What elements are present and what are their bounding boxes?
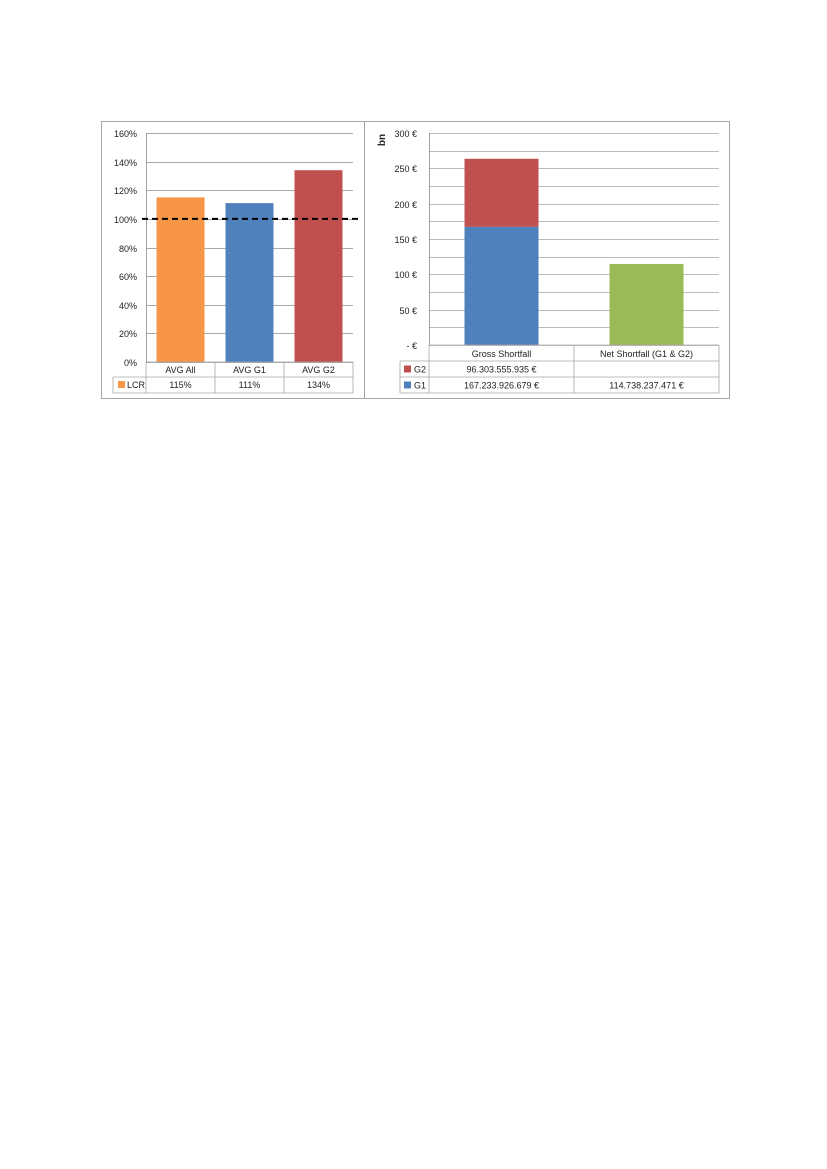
shortfall-value-label: 114.738.237.471 € [609,381,683,391]
shortfall-data-table: Gross Shortfall Net Shortfall (G1 & G2) G2… [399,344,720,394]
lcr-y-tick-label: 0% [124,358,137,368]
shortfall-y-tick-label: 300 € [394,129,417,139]
lcr-value-label: 134% [307,380,330,390]
shortfall-y-tick-label: 50 € [399,306,417,316]
lcr-legend-label: LCR [127,380,146,390]
lcr-bar [294,170,343,362]
shortfall-category-label: Gross Shortfall [472,349,532,359]
lcr-chart: 0% 20% 40% 60% 80% 100% 120% 140% 160% AVG All 11… [112,129,359,394]
shortfall-value-label: 96.303.555.935 € [466,365,536,375]
shortfall-category-label: Net Shortfall (G1 & G2) [600,349,693,359]
shortfall-y-axis-label: bn [377,134,388,146]
lcr-legend-swatch [118,381,125,388]
lcr-y-tick-label: 100% [114,215,137,225]
lcr-bar [156,197,205,362]
shortfall-legend-swatch [404,365,411,373]
lcr-value-label: 115% [169,380,191,390]
lcr-y-tick-label: 160% [114,129,137,139]
lcr-category-label: AVG All [165,365,195,375]
lcr-y-tick-label: 60% [119,272,137,282]
lcr-y-tick-label: 20% [119,329,137,339]
gross-shortfall-g2-bar [464,158,539,227]
shortfall-value-label: 167.233.926.679 € [464,381,539,391]
gross-shortfall-g1-bar [464,226,539,345]
shortfall-legend-label: G1 [414,381,426,391]
lcr-category-label: AVG G2 [302,365,335,375]
shortfall-y-tick-label: 250 € [394,164,417,174]
lcr-y-axis-ticks: 0% 20% 40% 60% 80% 100% 120% 140% 160% [114,129,137,368]
shortfall-legend-swatch [404,381,411,389]
shortfall-y-tick-label: 100 € [394,270,417,280]
shortfall-y-tick-label: 150 € [394,235,417,245]
lcr-data-table: AVG All 115% AVG G1 111% AVG G2 134% LCR [112,361,354,394]
lcr-y-tick-label: 140% [114,158,137,168]
lcr-category-label: AVG G1 [233,365,266,375]
net-shortfall-bar [609,263,684,345]
lcr-y-tick-label: 40% [119,301,137,311]
shortfall-bars [464,158,684,345]
shortfall-y-tick-label: 200 € [394,200,417,210]
lcr-bar [225,203,274,362]
shortfall-legend-label: G2 [414,365,426,375]
lcr-y-tick-label: 120% [114,186,137,196]
figure-frame [101,121,730,399]
lcr-value-label: 111% [239,380,261,390]
lcr-bars [156,170,343,362]
shortfall-y-tick-label: - € [406,341,417,351]
shortfall-chart: bn - € 50 € 100 € 150 € 200 € 250 € 300 € Gros… [377,129,720,394]
shortfall-y-axis-ticks: - € 50 € 100 € 150 € 200 € 250 € 300 € [394,129,417,351]
lcr-y-tick-label: 80% [119,244,137,254]
